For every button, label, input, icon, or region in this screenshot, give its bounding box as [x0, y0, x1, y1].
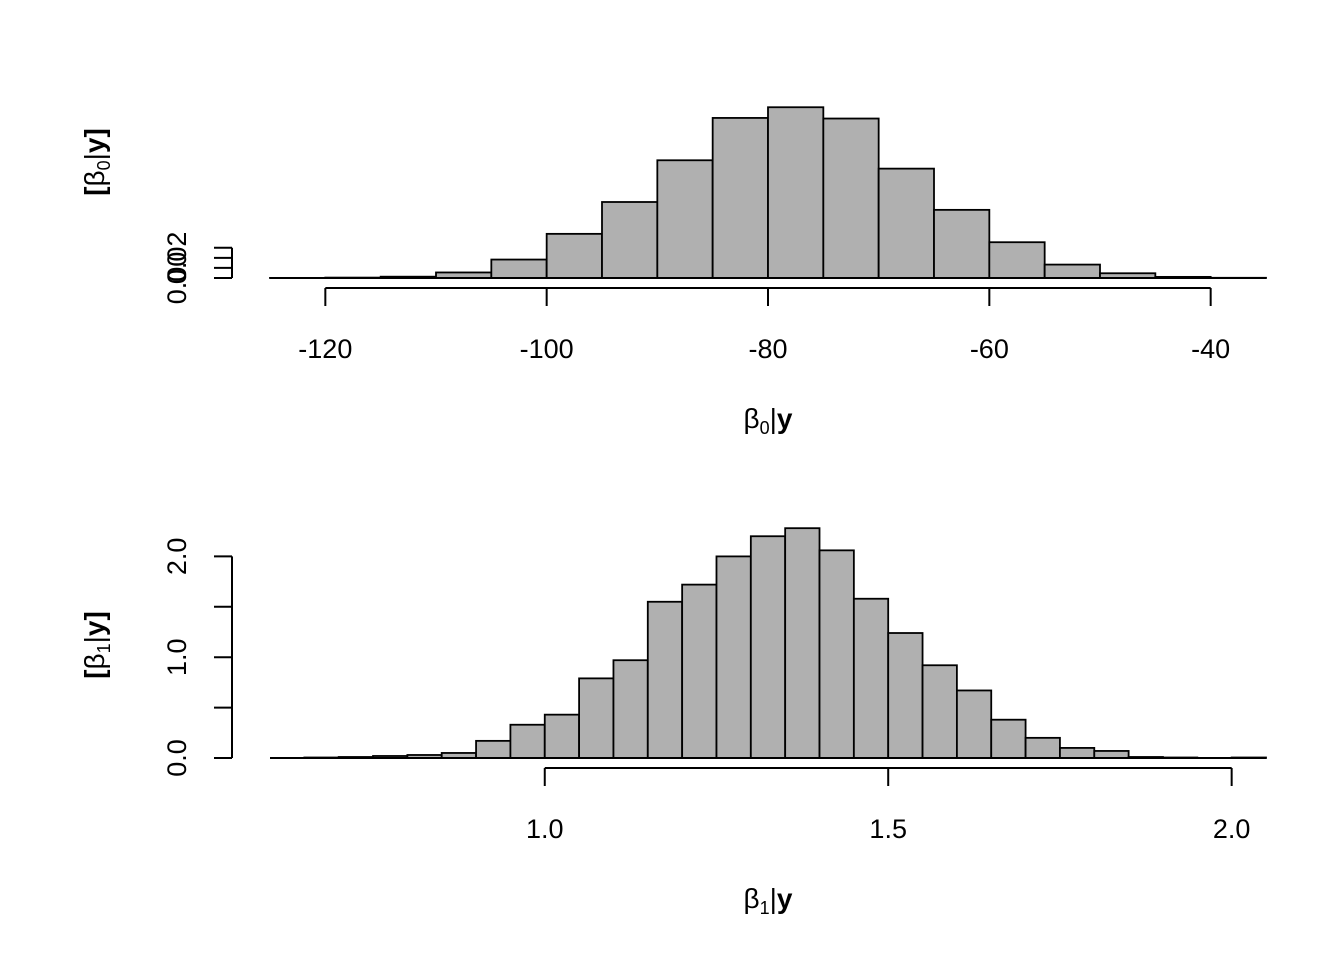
beta0-bar-7 [656, 159, 714, 279]
beta0-bar-5 [545, 232, 603, 279]
beta0-bar-13 [988, 241, 1046, 279]
beta0-xlabel-bar: | [770, 403, 777, 434]
beta1-x-axis-title: β1|y [744, 883, 793, 918]
beta0-x-tick-label-2: -80 [748, 334, 787, 364]
beta0-ylabel-y: y [79, 137, 110, 153]
beta0-y-axis: 0.000.02 [162, 232, 233, 305]
beta0-xlabel-subscript: 0 [760, 418, 770, 438]
beta0-x-tick-label-0: -120 [298, 334, 352, 364]
beta1-bar-14 [749, 535, 787, 759]
beta1-ylabel-subscript: 1 [94, 643, 114, 653]
beta1-bars [303, 527, 1267, 759]
beta1-bar-20 [956, 689, 993, 759]
beta1-bar-16 [818, 549, 855, 759]
beta1-y-tick-label-4: 2.0 [162, 538, 192, 576]
beta1-x-tick-label-1: 1.5 [869, 814, 907, 844]
beta1-bar-9 [578, 677, 615, 759]
beta0-ylabel-symbol: β [79, 170, 110, 186]
beta1-ylabel-close: ] [79, 611, 110, 620]
beta1-xlabel-subscript: 1 [760, 898, 770, 918]
beta1-ylabel-y: y [79, 620, 110, 636]
beta1-bar-13 [715, 555, 752, 759]
beta1-bar-8 [543, 713, 581, 759]
beta1-bar-23 [1059, 747, 1096, 759]
beta1-bar-19 [921, 664, 958, 759]
beta1-xlabel-symbol: β [744, 883, 760, 914]
beta1-ylabel-bar: | [79, 636, 110, 643]
beta0-bar-11 [877, 167, 935, 279]
beta0-y-axis-title: [β0|y] [79, 128, 114, 196]
beta0-ylabel-subscript: 0 [94, 160, 114, 170]
beta1-bar-21 [990, 718, 1027, 759]
beta0-x-tick-label-3: -60 [970, 334, 1009, 364]
beta0-bar-6 [601, 201, 659, 279]
beta0-y-tick-label-0: 0.00 [162, 252, 192, 305]
beta0-x-tick-label-1: -100 [520, 334, 574, 364]
beta0-y-tick-label-2: 0.02 [162, 232, 192, 285]
beta1-bar-15 [784, 527, 821, 759]
beta1-ylabel-symbol: β [79, 653, 110, 669]
beta0-bars [269, 106, 1267, 279]
beta0-bar-9 [767, 106, 825, 279]
beta1-x-tick-label-2: 2.0 [1213, 814, 1251, 844]
beta0-ylabel-close: ] [79, 128, 110, 137]
beta1-bar-22 [1024, 736, 1061, 759]
beta1-bar-7 [509, 723, 546, 759]
beta1-bar-10 [612, 659, 649, 759]
beta0-bar-12 [933, 208, 991, 279]
beta0-histogram-panel: -120 -100 -80 -60 -40 0.000.02 β0|y [β0|y] [79, 106, 1267, 438]
beta1-y-axis-title: [β1|y] [79, 611, 114, 679]
beta0-bar-10 [822, 117, 880, 279]
beta1-xlabel-bar: | [770, 883, 777, 914]
beta0-x-axis-title: β0|y [744, 403, 793, 438]
beta0-bar-14 [1043, 263, 1101, 279]
beta0-ylabel-bar: | [79, 153, 110, 160]
beta0-bar-8 [711, 117, 769, 279]
beta1-y-tick-label-2: 1.0 [162, 638, 192, 676]
beta0-bar-4 [490, 258, 548, 279]
beta1-x-tick-label-0: 1.0 [526, 814, 564, 844]
beta0-xlabel-y: y [777, 403, 793, 434]
beta1-xlabel-y: y [777, 883, 793, 914]
beta0-x-axis: -120 -100 -80 -60 -40 [298, 287, 1230, 364]
beta1-ylabel-open: [ [79, 669, 110, 678]
beta0-x-tick-label-4: -40 [1191, 334, 1230, 364]
beta1-y-tick-label-0: 0.0 [162, 739, 192, 777]
beta1-x-axis: 1.0 1.5 2.0 [526, 767, 1251, 844]
beta1-bar-24 [1093, 750, 1130, 759]
beta1-bar-17 [852, 597, 890, 759]
beta0-xlabel-symbol: β [744, 403, 760, 434]
beta1-y-axis: 0.0 1.0 2.0 [162, 538, 233, 777]
beta1-bar-6 [475, 739, 512, 759]
beta1-bar-12 [681, 583, 718, 759]
beta1-bar-11 [646, 600, 684, 759]
beta1-bar-18 [887, 632, 924, 759]
beta1-histogram-panel: 1.0 1.5 2.0 0.01.02.0 β1|y [β1|y] [79, 527, 1267, 918]
beta0-ylabel-open: [ [79, 186, 110, 195]
